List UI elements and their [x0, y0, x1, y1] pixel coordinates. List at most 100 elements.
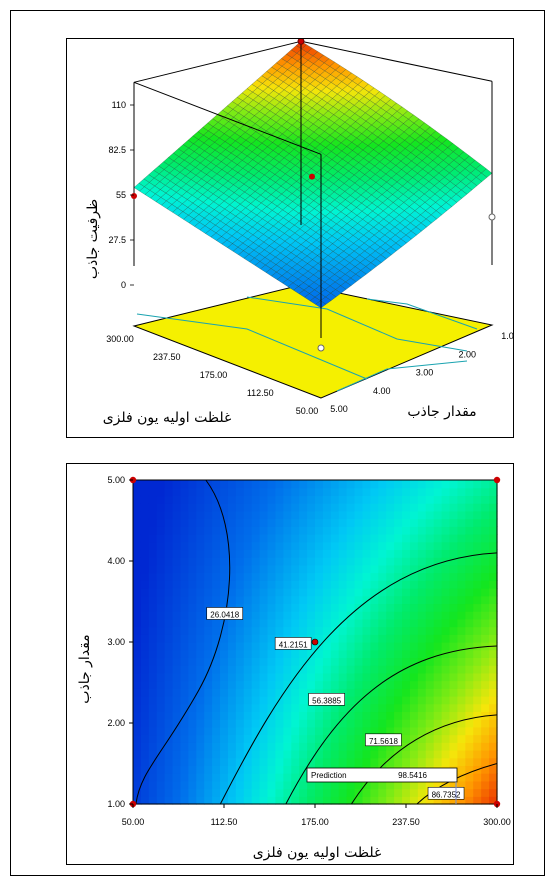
heatmap-cell: [188, 557, 197, 566]
heatmap-cell: [156, 634, 166, 643]
heatmap-cell: [449, 742, 459, 751]
heatmap-cell: [322, 672, 332, 682]
heatmap-cell: [394, 726, 403, 736]
heatmap-cell: [235, 796, 245, 805]
heatmap-cell: [180, 510, 189, 520]
heatmap-cell: [386, 757, 395, 767]
heatmap-cell: [133, 796, 142, 805]
heatmap-cell: [433, 796, 443, 805]
heatmap-cell: [449, 603, 459, 612]
heatmap-cell: [409, 595, 419, 605]
heatmap-cell: [394, 634, 403, 643]
heatmap-cell: [212, 780, 221, 790]
heatmap-cell: [481, 796, 490, 805]
heatmap-cell: [402, 518, 411, 527]
heatmap-cell: [315, 719, 324, 728]
heatmap-cell: [180, 603, 189, 612]
heatmap-cell: [409, 734, 419, 743]
heatmap-cell: [315, 480, 324, 489]
heatmap-cell: [370, 526, 379, 535]
heatmap-cell: [322, 788, 332, 797]
heatmap-cell: [188, 726, 197, 736]
heatmap-cell: [204, 672, 213, 682]
heatmap-cell: [417, 557, 427, 566]
heatmap-cell: [283, 549, 292, 558]
heatmap-cell: [457, 719, 466, 728]
heatmap-cell: [259, 495, 269, 504]
heatmap-cell: [386, 618, 395, 628]
heatmap-cell: [164, 726, 174, 736]
heatmap-cell: [227, 750, 237, 759]
heatmap-cell: [133, 495, 142, 504]
heatmap-cell: [275, 618, 284, 628]
heatmap-cell: [402, 750, 411, 759]
heatmap-cell: [259, 711, 269, 720]
heatmap-cell: [315, 534, 324, 543]
heatmap-cell: [425, 672, 435, 682]
heatmap-cell: [220, 672, 229, 682]
heatmap-cell: [338, 796, 348, 805]
heatmap-cell: [315, 742, 324, 751]
heatmap-cell: [251, 696, 261, 705]
heatmap-cell: [133, 595, 142, 605]
heatmap-cell: [251, 526, 261, 535]
heatmap-cell: [172, 618, 182, 628]
heatmap-cell: [148, 734, 158, 743]
heatmap-cell: [457, 765, 466, 774]
heatmap-cell: [196, 649, 205, 659]
heatmap-cell: [259, 526, 269, 535]
heatmap-cell: [291, 626, 300, 635]
heatmap-cell: [180, 626, 189, 635]
heatmap-cell: [156, 703, 166, 713]
heatmap-cell: [251, 726, 261, 736]
z-tick-label: 27.5: [108, 235, 126, 245]
heatmap-cell: [180, 672, 189, 682]
heatmap-cell: [180, 557, 189, 566]
heatmap-cell: [346, 719, 356, 728]
heatmap-cell: [362, 588, 371, 597]
heatmap-cell: [354, 672, 364, 682]
heatmap-cell: [409, 487, 419, 497]
heatmap-cell: [267, 719, 277, 728]
heatmap-cell: [251, 564, 261, 574]
heatmap-cell: [307, 711, 316, 720]
heatmap-cell: [394, 572, 403, 581]
heatmap-cell: [473, 557, 482, 566]
heatmap-cell: [402, 757, 411, 767]
heatmap-cell: [457, 726, 466, 736]
heatmap-cell: [330, 595, 340, 605]
heatmap-cell: [378, 603, 387, 612]
heatmap-cell: [251, 618, 261, 628]
heatmap-cell: [330, 518, 340, 527]
heatmap-cell: [243, 719, 253, 728]
heatmap-cell: [172, 680, 182, 689]
heatmap-cell: [204, 657, 213, 666]
heatmap-cell: [140, 773, 150, 782]
heatmap-cell: [180, 580, 189, 589]
heatmap-cell: [409, 526, 419, 535]
heatmap-cell: [156, 526, 166, 535]
heatmap-cell: [322, 534, 332, 543]
heatmap-cell: [449, 642, 459, 651]
x-tick-label: 300.00: [106, 334, 134, 344]
heatmap-cell: [259, 503, 269, 512]
heatmap-cell: [338, 742, 348, 751]
heatmap-cell: [425, 657, 435, 666]
heatmap-cell: [307, 572, 316, 581]
heatmap-cell: [425, 603, 435, 612]
heatmap-cell: [164, 703, 174, 713]
heatmap-cell: [370, 487, 379, 497]
heatmap-cell: [251, 680, 261, 689]
heatmap-cell: [362, 680, 371, 689]
heatmap-cell: [330, 611, 340, 620]
heatmap-cell: [235, 487, 245, 497]
heatmap-cell: [172, 788, 182, 797]
heatmap-cell: [402, 503, 411, 512]
heatmap-cell: [386, 680, 395, 689]
heatmap-cell: [148, 665, 158, 674]
heatmap-cell: [322, 703, 332, 713]
heatmap-cell: [449, 588, 459, 597]
heatmap-cell: [449, 750, 459, 759]
heatmap-cell: [291, 680, 300, 689]
heatmap-cell: [441, 480, 451, 489]
